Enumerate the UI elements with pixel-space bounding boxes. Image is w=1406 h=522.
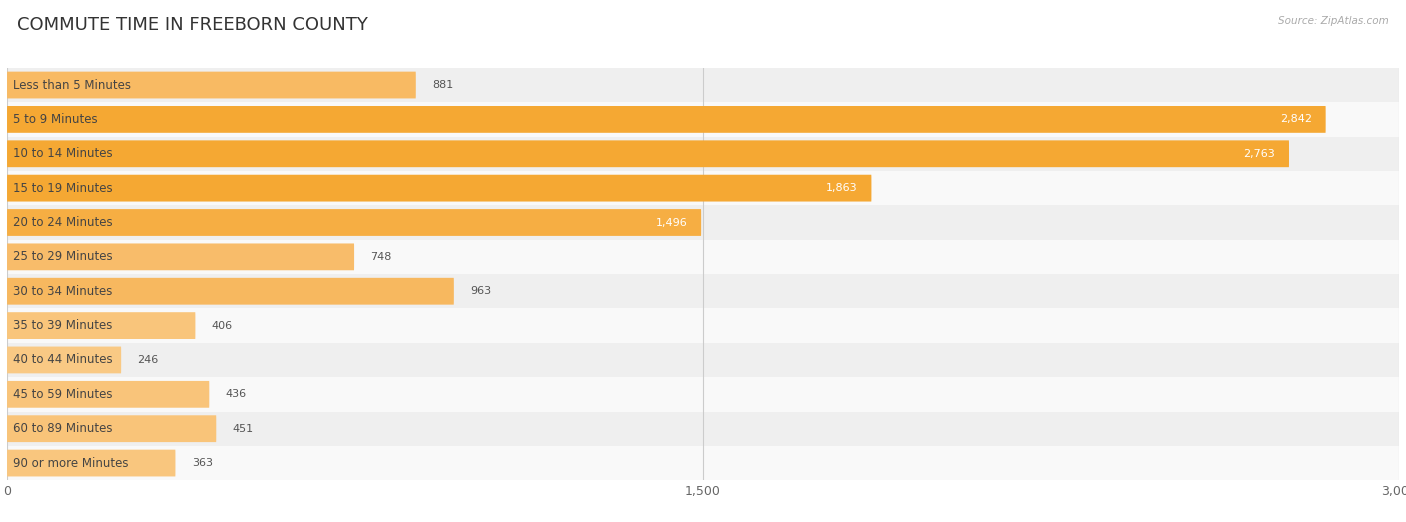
FancyBboxPatch shape (7, 205, 1399, 240)
FancyBboxPatch shape (7, 68, 1399, 102)
FancyBboxPatch shape (7, 102, 1399, 137)
Text: 881: 881 (432, 80, 453, 90)
Text: Source: ZipAtlas.com: Source: ZipAtlas.com (1278, 16, 1389, 26)
FancyBboxPatch shape (7, 377, 1399, 411)
Text: 5 to 9 Minutes: 5 to 9 Minutes (13, 113, 97, 126)
Text: 406: 406 (212, 321, 233, 330)
FancyBboxPatch shape (7, 343, 1399, 377)
FancyBboxPatch shape (7, 312, 195, 339)
Text: 246: 246 (138, 355, 159, 365)
FancyBboxPatch shape (7, 446, 1399, 480)
FancyBboxPatch shape (7, 411, 1399, 446)
FancyBboxPatch shape (7, 347, 121, 373)
FancyBboxPatch shape (7, 416, 217, 442)
FancyBboxPatch shape (7, 137, 1399, 171)
Text: 2,842: 2,842 (1279, 114, 1312, 124)
FancyBboxPatch shape (7, 449, 176, 477)
Text: 20 to 24 Minutes: 20 to 24 Minutes (13, 216, 112, 229)
Text: 436: 436 (225, 389, 246, 399)
FancyBboxPatch shape (7, 175, 872, 201)
Text: 748: 748 (370, 252, 392, 262)
FancyBboxPatch shape (7, 209, 702, 236)
FancyBboxPatch shape (7, 140, 1289, 167)
FancyBboxPatch shape (7, 72, 416, 99)
Text: 10 to 14 Minutes: 10 to 14 Minutes (13, 147, 112, 160)
FancyBboxPatch shape (7, 243, 354, 270)
FancyBboxPatch shape (7, 381, 209, 408)
Text: 15 to 19 Minutes: 15 to 19 Minutes (13, 182, 112, 195)
Text: 1,496: 1,496 (655, 218, 688, 228)
Text: 1,863: 1,863 (825, 183, 858, 193)
Text: 25 to 29 Minutes: 25 to 29 Minutes (13, 251, 112, 264)
FancyBboxPatch shape (7, 278, 454, 305)
Text: 363: 363 (191, 458, 212, 468)
FancyBboxPatch shape (7, 106, 1326, 133)
Text: COMMUTE TIME IN FREEBORN COUNTY: COMMUTE TIME IN FREEBORN COUNTY (17, 16, 368, 33)
FancyBboxPatch shape (7, 274, 1399, 309)
Text: Less than 5 Minutes: Less than 5 Minutes (13, 78, 131, 91)
Text: 90 or more Minutes: 90 or more Minutes (13, 457, 128, 470)
Text: 963: 963 (470, 286, 491, 296)
FancyBboxPatch shape (7, 240, 1399, 274)
FancyBboxPatch shape (7, 309, 1399, 343)
Text: 451: 451 (232, 424, 253, 434)
Text: 40 to 44 Minutes: 40 to 44 Minutes (13, 353, 112, 366)
Text: 35 to 39 Minutes: 35 to 39 Minutes (13, 319, 112, 332)
FancyBboxPatch shape (7, 171, 1399, 205)
Text: 45 to 59 Minutes: 45 to 59 Minutes (13, 388, 112, 401)
Text: 30 to 34 Minutes: 30 to 34 Minutes (13, 284, 112, 298)
Text: 2,763: 2,763 (1243, 149, 1275, 159)
Text: 60 to 89 Minutes: 60 to 89 Minutes (13, 422, 112, 435)
